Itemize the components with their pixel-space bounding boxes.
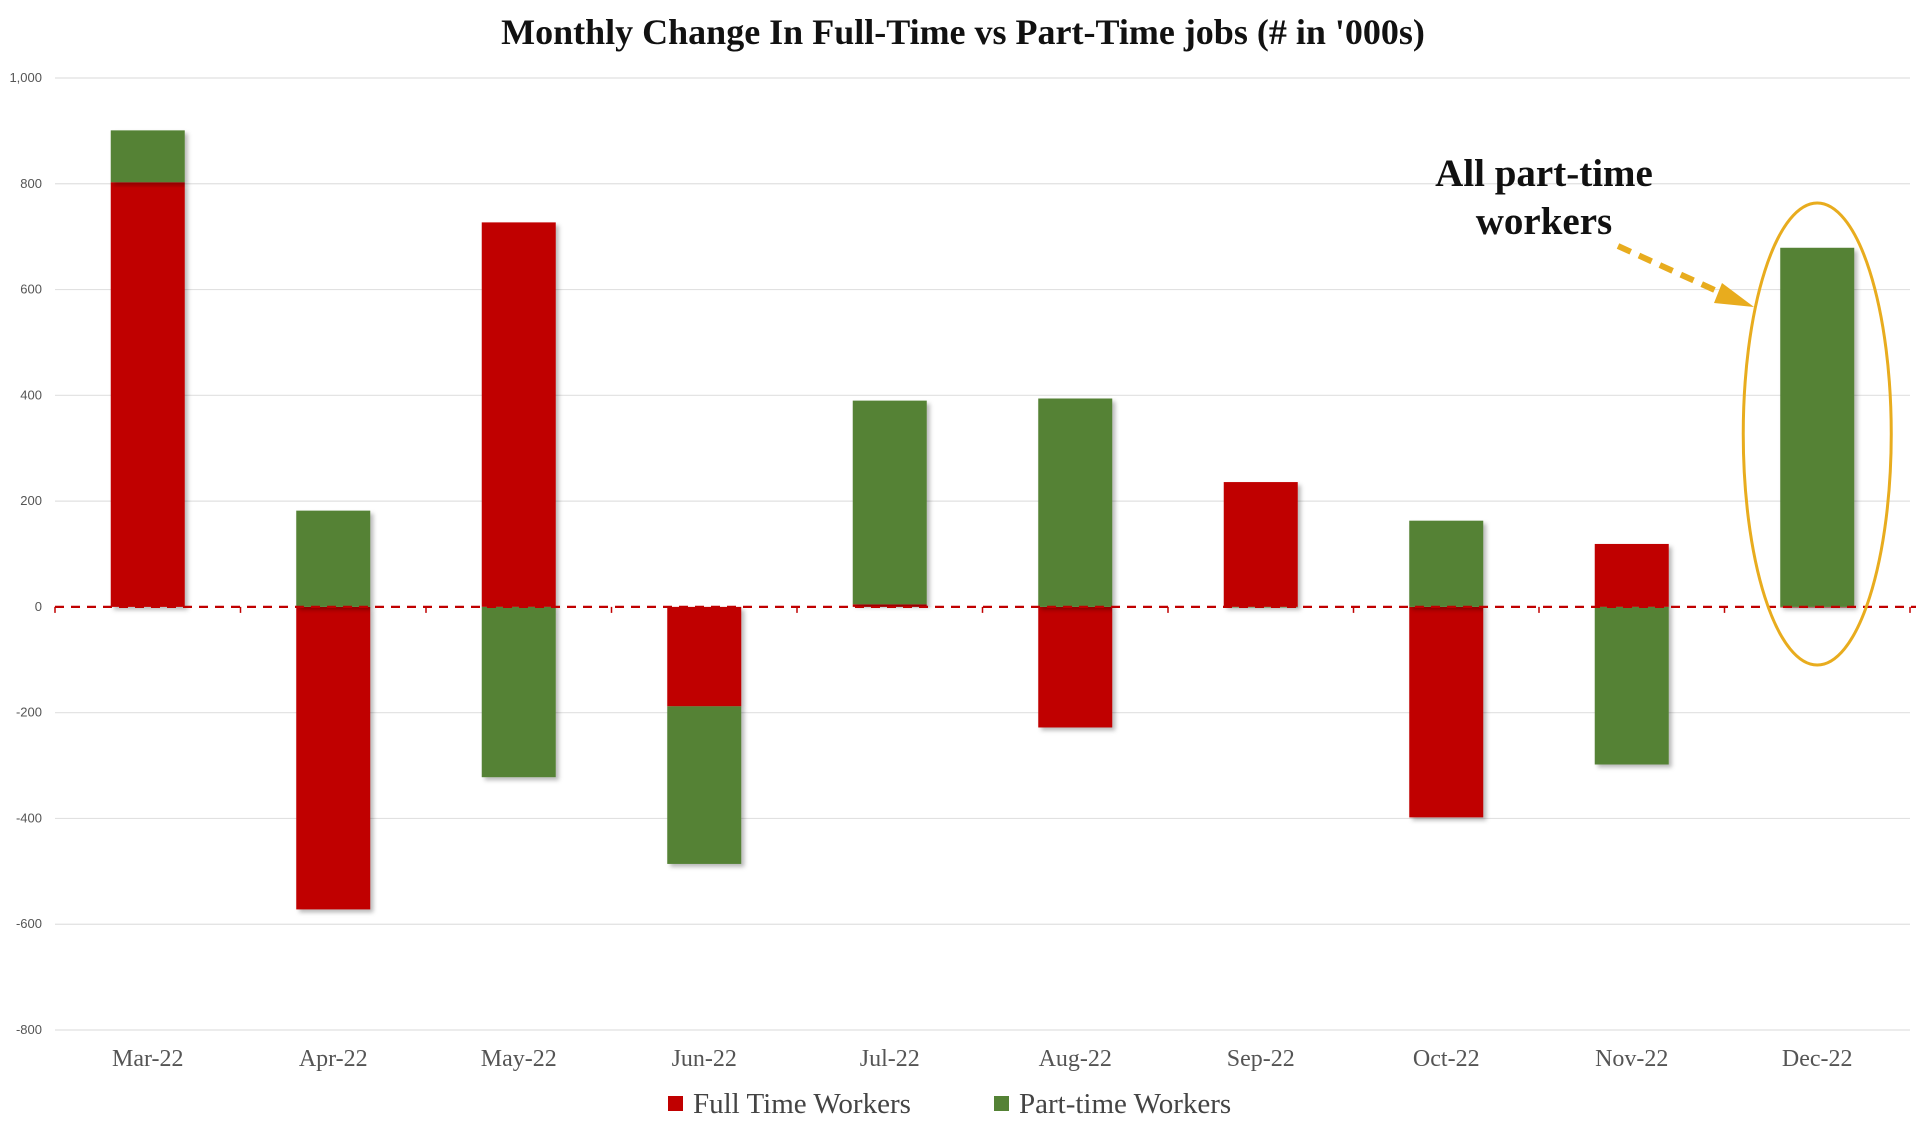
bar-mar-22-full-time — [110, 182, 185, 607]
bar-oct-22-full-time — [1409, 606, 1484, 818]
annotation-text-line: All part-time — [1435, 152, 1653, 195]
x-axis-ticks: Mar-22 Apr-22 May-22 Jun-22 Jul-22 Aug-22 Sep-… — [112, 1046, 1853, 1072]
legend-swatch — [994, 1096, 1009, 1111]
annotation-arrow-shaft — [1616, 243, 1732, 300]
bar-oct-22-part-time — [1409, 520, 1484, 607]
bar-sep-22-full-time — [1223, 482, 1298, 607]
x-tick-label: May-22 — [481, 1046, 557, 1072]
y-tick-label: 600 — [20, 282, 42, 297]
bar-jul-22-part-time — [852, 400, 927, 605]
bar-dec-22-part-time — [1780, 247, 1855, 607]
bar-may-22-full-time — [481, 222, 556, 607]
y-tick-label: 1,000 — [9, 70, 42, 85]
bar-jun-22-part-time — [667, 706, 742, 864]
annotation-text-line: workers — [1476, 200, 1612, 243]
y-tick-label: -200 — [16, 705, 42, 720]
y-axis-ticks: 1,000 800 600 400 200 0 -200 -400 -600 -800 — [9, 70, 42, 1037]
x-tick-label: Jul-22 — [860, 1046, 920, 1072]
bar-nov-22-full-time — [1594, 543, 1669, 607]
y-tick-label: 200 — [20, 493, 42, 508]
x-tick-label: Apr-22 — [299, 1046, 368, 1072]
y-tick-label: 800 — [20, 176, 42, 191]
legend-label: Part-time Workers — [1019, 1088, 1231, 1120]
zero-line — [54, 605, 1916, 613]
bar-may-22-part-time — [481, 606, 556, 778]
x-tick-label: Oct-22 — [1413, 1046, 1480, 1072]
chart-title: Monthly Change In Full-Time vs Part-Time… — [501, 12, 1425, 52]
legend-label: Full Time Workers — [693, 1088, 911, 1120]
x-tick-label: Mar-22 — [112, 1046, 184, 1072]
y-tick-label: -400 — [16, 810, 42, 825]
x-tick-label: Aug-22 — [1039, 1046, 1112, 1072]
y-tick-label: 0 — [35, 599, 42, 614]
x-tick-label: Nov-22 — [1595, 1046, 1668, 1072]
x-tick-label: Jun-22 — [672, 1046, 737, 1072]
x-tick-label: Dec-22 — [1782, 1046, 1853, 1072]
bar-apr-22-part-time — [296, 510, 371, 607]
legend: Full Time Workers Part-time Workers — [668, 1088, 1231, 1120]
y-tick-label: -800 — [16, 1022, 42, 1037]
bars — [110, 130, 1855, 910]
bar-aug-22-part-time — [1038, 398, 1113, 607]
bar-nov-22-part-time — [1594, 606, 1669, 765]
highlight-ellipse — [1741, 201, 1893, 667]
annotation: All part-time workers — [1435, 152, 1893, 667]
bar-mar-22-part-time — [110, 130, 185, 183]
bar-jul-22-full-time — [852, 604, 927, 607]
x-tick-label: Sep-22 — [1227, 1046, 1295, 1072]
bar-apr-22-full-time — [296, 606, 371, 910]
y-tick-label: 400 — [20, 387, 42, 402]
y-tick-label: -600 — [16, 916, 42, 931]
annotation-arrow-head — [1714, 283, 1754, 307]
bar-jun-22-full-time — [667, 606, 742, 707]
bar-aug-22-full-time — [1038, 606, 1113, 728]
legend-swatch — [668, 1096, 683, 1111]
